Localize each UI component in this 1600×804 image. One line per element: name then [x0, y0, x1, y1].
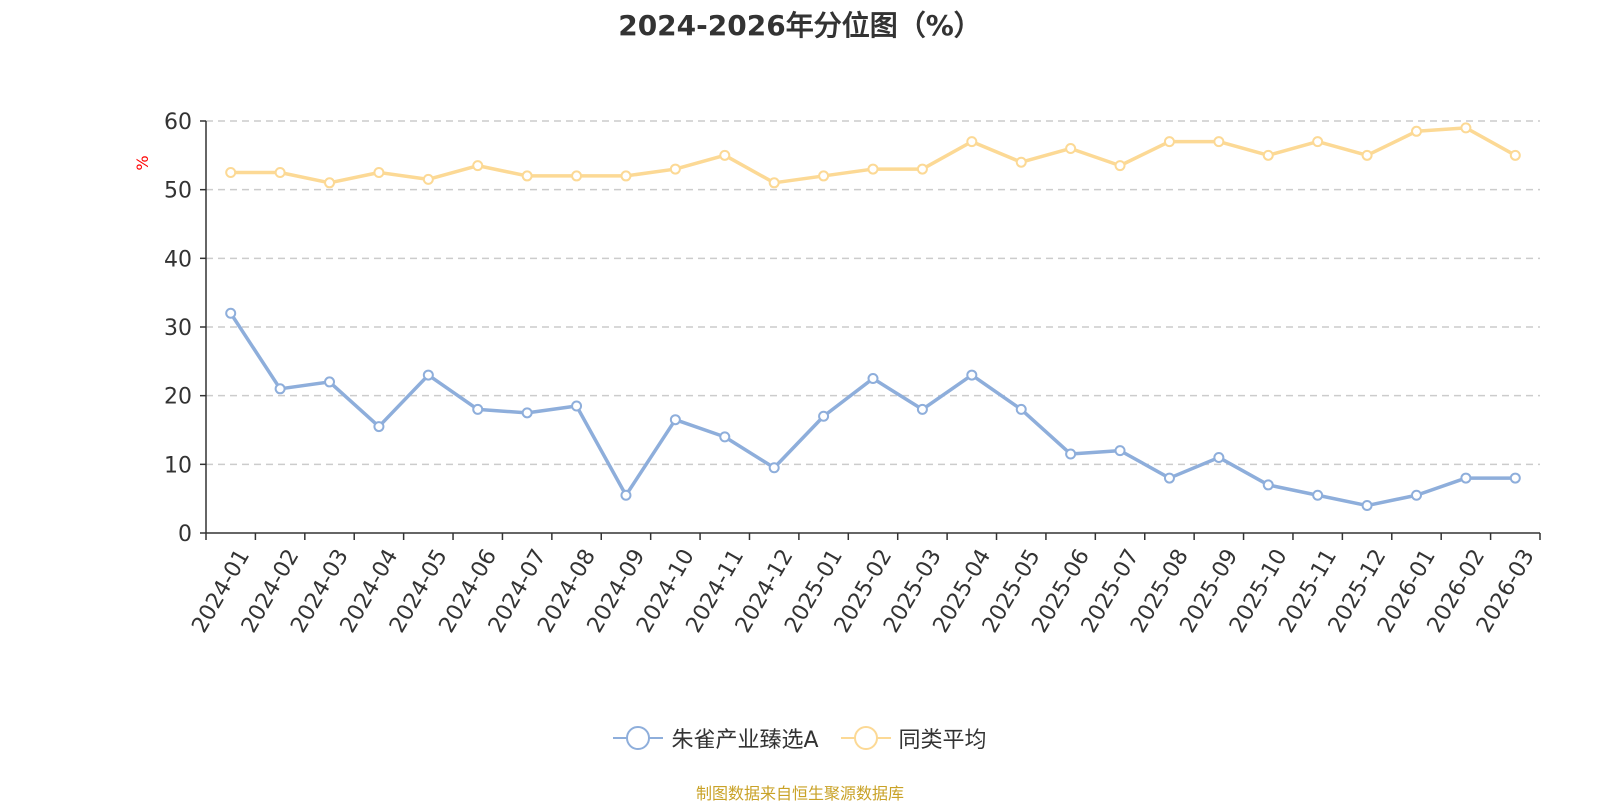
legend-label-series-b: 同类平均: [898, 728, 987, 753]
series-0-point: [867, 373, 879, 384]
series-1-point: [1460, 122, 1472, 134]
series-1-point: [1163, 136, 1175, 148]
series-1-point: [472, 160, 484, 172]
series-0-point: [768, 462, 780, 474]
series-1-point: [1065, 142, 1077, 154]
series-1-point: [225, 167, 237, 178]
y-tick-label: 0: [178, 522, 192, 547]
series-0-point: [1509, 472, 1521, 484]
y-tick-label: 60: [164, 110, 192, 135]
series-0-point: [472, 403, 484, 415]
series-0-point: [966, 369, 978, 381]
series-0-point: [818, 410, 830, 422]
series-1-point: [324, 177, 336, 189]
series-1-point: [373, 167, 385, 178]
series-1-point: [521, 170, 533, 182]
series-0-point: [324, 376, 336, 388]
series-1-point: [1015, 156, 1027, 168]
source-note: 制图数据来自恒生聚源数据库: [695, 784, 904, 803]
series-1-point: [1509, 149, 1521, 161]
series-1-point: [1410, 125, 1422, 137]
series-1-point: [422, 173, 434, 185]
legend: 朱雀产业臻选A 同类平均: [0, 722, 1600, 754]
series-0-point: [422, 369, 434, 381]
y-tick-label: 40: [164, 247, 192, 272]
series-0-point: [916, 403, 928, 415]
series-1-point: [1213, 136, 1225, 148]
series-1-point: [1361, 149, 1373, 161]
series-1-point: [966, 136, 978, 148]
series-0-point: [620, 489, 632, 501]
legend-label-series-a: 朱雀产业臻选A: [671, 728, 819, 753]
series-1-point: [1312, 136, 1324, 148]
series-1-point: [620, 170, 632, 182]
series-1-point: [768, 177, 780, 189]
series-0-point: [1163, 472, 1175, 484]
y-tick-label: 30: [164, 316, 192, 341]
y-axis-label: %: [133, 155, 152, 170]
series-0-point: [1460, 472, 1472, 484]
legend-item-series-a[interactable]: 朱雀产业臻选A: [613, 722, 819, 754]
series-0-point: [1312, 489, 1324, 501]
series-1-point: [669, 163, 681, 175]
series-0-point: [373, 421, 385, 433]
series-lines: [225, 122, 1521, 512]
series-1-point: [1114, 160, 1126, 172]
legend-item-series-b[interactable]: 同类平均: [840, 722, 987, 754]
series-0-point: [1213, 451, 1225, 463]
series-0-point: [225, 307, 237, 319]
series-1-point: [571, 170, 583, 182]
series-1-point: [1262, 149, 1274, 161]
series-0-point: [521, 407, 533, 419]
y-tick-label: 10: [164, 453, 192, 478]
chart-title: 2024-2026年分位图（%）: [618, 9, 982, 42]
series-0-point: [1410, 489, 1422, 501]
series-1-point: [719, 149, 731, 161]
series-0-point: [1114, 445, 1126, 457]
axes: [200, 120, 1541, 540]
series-0-point: [274, 383, 286, 395]
series-0-point: [669, 414, 681, 426]
grid-lines: [206, 120, 1540, 466]
series-1-point: [274, 167, 286, 178]
series-0-point: [571, 400, 583, 412]
series-1-point: [916, 163, 928, 175]
series-0-point: [1015, 403, 1027, 415]
series-0-point: [1065, 448, 1077, 460]
series-0-point: [719, 431, 731, 443]
series-1-point: [818, 170, 830, 182]
series-0-point: [1361, 500, 1373, 512]
legend-swatch-series-a: [613, 726, 664, 750]
y-tick-label: 50: [164, 179, 192, 204]
series-1-point: [867, 163, 879, 175]
series-line-0: [229, 312, 1516, 508]
y-tick-label: 20: [164, 385, 192, 410]
legend-swatch-series-b: [840, 726, 891, 750]
series-0-point: [1262, 479, 1274, 491]
